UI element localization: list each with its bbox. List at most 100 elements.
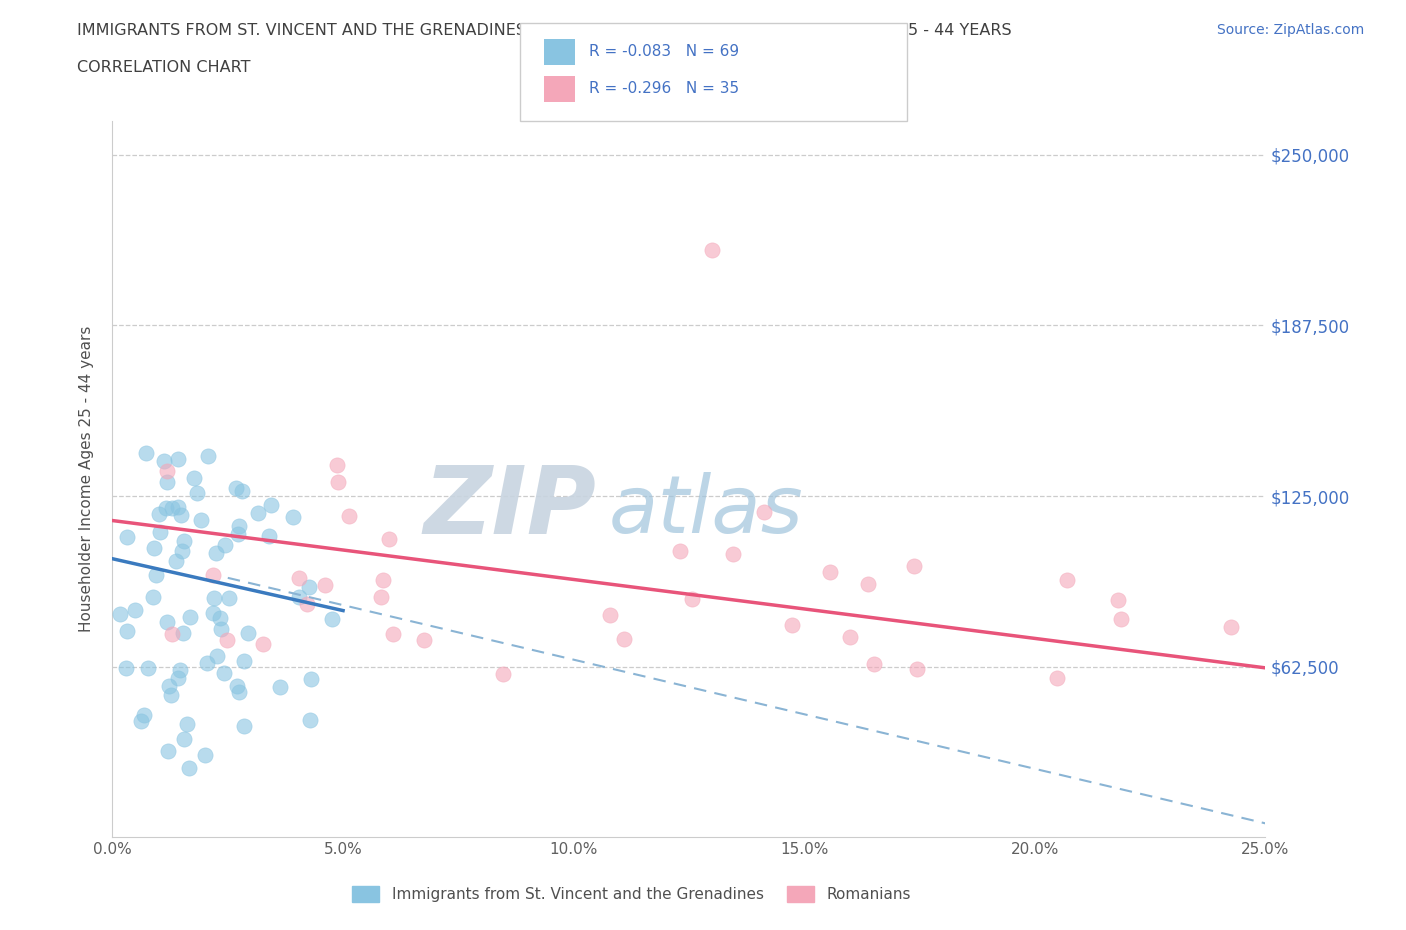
Point bbox=[1056, 572, 1078, 587]
Point bbox=[186, 485, 208, 500]
Point bbox=[115, 529, 138, 544]
Point bbox=[1109, 611, 1132, 626]
Point bbox=[172, 626, 194, 641]
Point bbox=[260, 498, 283, 512]
Point bbox=[226, 526, 249, 541]
Point bbox=[156, 615, 179, 630]
Point bbox=[208, 611, 231, 626]
Point bbox=[236, 626, 259, 641]
Text: Source: ZipAtlas.com: Source: ZipAtlas.com bbox=[1216, 23, 1364, 37]
Point bbox=[281, 510, 304, 525]
Point bbox=[288, 590, 311, 604]
Point bbox=[156, 474, 179, 489]
Point bbox=[194, 748, 217, 763]
Point bbox=[197, 448, 219, 463]
Point bbox=[413, 632, 436, 647]
Point bbox=[907, 662, 929, 677]
Point bbox=[205, 546, 228, 561]
Point bbox=[326, 475, 349, 490]
Point bbox=[166, 452, 188, 467]
Point bbox=[135, 445, 157, 460]
Point bbox=[170, 508, 193, 523]
Text: R = -0.296   N = 35: R = -0.296 N = 35 bbox=[589, 81, 740, 96]
Point bbox=[166, 499, 188, 514]
Point bbox=[179, 761, 201, 776]
Point bbox=[599, 607, 621, 622]
Point bbox=[723, 547, 745, 562]
Point bbox=[143, 540, 166, 555]
Point bbox=[145, 567, 167, 582]
Point bbox=[142, 590, 165, 604]
Point bbox=[214, 538, 236, 552]
Point bbox=[297, 579, 319, 594]
Point bbox=[153, 454, 176, 469]
Point bbox=[218, 591, 240, 605]
Point bbox=[207, 649, 229, 664]
Point bbox=[299, 672, 322, 687]
Point bbox=[115, 660, 138, 675]
Point bbox=[156, 463, 179, 478]
Point bbox=[202, 591, 225, 605]
Point bbox=[668, 543, 690, 558]
Text: ZIP: ZIP bbox=[423, 461, 596, 553]
Point bbox=[1046, 671, 1069, 685]
Point bbox=[314, 578, 336, 592]
Point bbox=[299, 712, 322, 727]
Point bbox=[226, 679, 249, 694]
Point bbox=[162, 500, 184, 515]
Point bbox=[321, 612, 343, 627]
Point bbox=[337, 509, 360, 524]
Point bbox=[183, 471, 205, 485]
Point bbox=[288, 570, 311, 585]
Point bbox=[173, 534, 195, 549]
Point bbox=[225, 481, 247, 496]
Point bbox=[752, 504, 775, 519]
Point bbox=[856, 577, 879, 591]
Point bbox=[173, 731, 195, 746]
Point bbox=[165, 553, 187, 568]
Point bbox=[233, 653, 256, 668]
Point bbox=[228, 519, 250, 534]
Y-axis label: Householder Income Ages 25 - 44 years: Householder Income Ages 25 - 44 years bbox=[79, 326, 94, 632]
Point bbox=[117, 623, 139, 638]
Point bbox=[160, 626, 183, 641]
Legend: Immigrants from St. Vincent and the Grenadines, Romanians: Immigrants from St. Vincent and the Gren… bbox=[346, 880, 917, 908]
Point bbox=[209, 622, 232, 637]
Point bbox=[370, 590, 392, 604]
Point bbox=[202, 605, 225, 620]
Point bbox=[136, 660, 159, 675]
Point bbox=[110, 606, 132, 621]
Point bbox=[190, 512, 212, 527]
Point bbox=[681, 592, 703, 607]
Point bbox=[157, 679, 180, 694]
Point bbox=[169, 663, 191, 678]
Point bbox=[160, 688, 183, 703]
Point bbox=[863, 656, 886, 671]
Point bbox=[295, 597, 318, 612]
Point bbox=[1107, 592, 1129, 607]
Point bbox=[492, 667, 515, 682]
Point bbox=[129, 713, 152, 728]
Point bbox=[233, 719, 256, 734]
Point bbox=[217, 632, 239, 647]
Point bbox=[228, 684, 250, 699]
Point bbox=[155, 500, 177, 515]
Point bbox=[269, 679, 291, 694]
Point bbox=[134, 707, 156, 722]
Point bbox=[378, 532, 401, 547]
Point bbox=[202, 567, 225, 582]
Point bbox=[371, 572, 394, 587]
Point bbox=[1220, 619, 1243, 634]
Text: CORRELATION CHART: CORRELATION CHART bbox=[77, 60, 250, 75]
Point bbox=[259, 528, 281, 543]
Text: R = -0.083   N = 69: R = -0.083 N = 69 bbox=[589, 44, 740, 59]
Point bbox=[252, 637, 274, 652]
Point bbox=[157, 744, 180, 759]
Point bbox=[903, 559, 925, 574]
Text: atlas: atlas bbox=[609, 472, 803, 551]
Point bbox=[382, 627, 405, 642]
Point bbox=[247, 505, 270, 520]
Point bbox=[148, 507, 170, 522]
Point bbox=[214, 666, 236, 681]
Point bbox=[613, 631, 636, 646]
